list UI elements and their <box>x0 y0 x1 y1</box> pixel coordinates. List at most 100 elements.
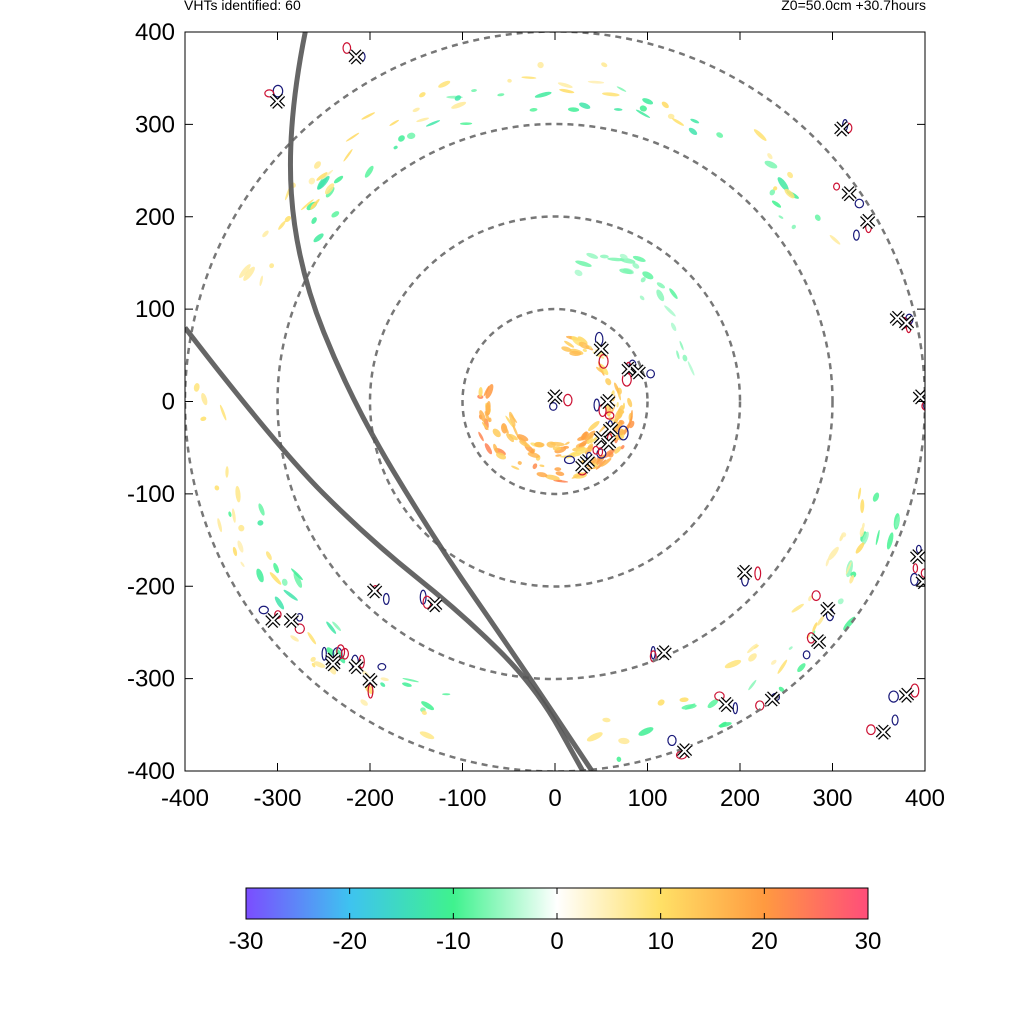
positive-streak <box>619 428 624 436</box>
negative-streak <box>862 531 869 545</box>
vht-marker-stroke <box>601 394 615 409</box>
vorticity-contour <box>340 647 350 660</box>
vht-marker <box>656 645 672 661</box>
positive-streak <box>412 107 420 113</box>
vht-marker-stroke <box>860 214 875 229</box>
vorticity-contour <box>549 402 558 411</box>
vht-marker-stroke <box>326 653 340 667</box>
negative-streak <box>441 693 451 696</box>
positive-streak <box>232 546 238 557</box>
x-tick-label: -400 <box>161 785 209 812</box>
positive-streak <box>421 710 427 715</box>
negative-streak <box>688 127 698 136</box>
negative-streak <box>616 86 627 92</box>
positive-streak <box>485 384 494 399</box>
positive-streak <box>284 215 291 223</box>
negative-streak <box>682 354 688 362</box>
vht-marker <box>601 435 617 451</box>
negative-streak <box>690 118 700 124</box>
positive-streak <box>770 659 777 665</box>
positive-streak <box>539 464 545 468</box>
negative-streak <box>797 663 806 673</box>
negative-streak <box>664 305 676 317</box>
vht-marker-stroke <box>548 390 562 404</box>
vht-marker <box>910 549 925 565</box>
positive-streak <box>554 467 562 471</box>
positive-streak <box>451 101 467 109</box>
vht-marker <box>811 634 827 650</box>
positive-streak <box>536 472 548 478</box>
negative-streak <box>619 253 628 260</box>
vht-marker-stroke <box>657 646 671 660</box>
positive-streak <box>419 92 426 98</box>
vorticity-contour <box>617 425 629 441</box>
positive-streak <box>808 595 812 602</box>
negative-streak <box>638 727 654 736</box>
vorticity-contour <box>667 734 677 747</box>
positive-streak <box>201 392 208 406</box>
positive-streak <box>571 472 586 479</box>
positive-streak <box>419 731 435 740</box>
positive-streak <box>238 524 245 532</box>
negative-streak <box>497 93 505 97</box>
y-tick-label: 400 <box>135 19 175 46</box>
colorbar-tick-label: 10 <box>647 928 674 955</box>
negative-streak <box>425 120 441 127</box>
positive-streak <box>753 129 767 141</box>
vht-marker-stroke <box>913 390 925 404</box>
vorticity-contour <box>910 572 919 586</box>
positive-streak <box>590 457 597 464</box>
vht-marker <box>841 186 857 202</box>
vht-marker-stroke <box>821 602 835 617</box>
negative-streak <box>875 529 880 546</box>
negative-streak <box>764 160 778 169</box>
negative-streak <box>567 107 580 112</box>
negative-streak <box>616 756 622 762</box>
y-tick-label: -400 <box>127 758 175 785</box>
negative-streak <box>837 598 844 605</box>
positive-streak <box>614 408 622 423</box>
positive-streak <box>316 172 328 181</box>
positive-streak <box>214 485 220 491</box>
negative-streak <box>281 578 288 586</box>
positive-streak <box>478 431 484 442</box>
vht-marker-stroke <box>765 692 780 706</box>
x-tick-label: -200 <box>346 785 394 812</box>
vorticity-contour <box>921 401 925 411</box>
positive-streak <box>343 148 353 162</box>
positive-streak <box>360 699 368 706</box>
negative-streak <box>313 233 324 243</box>
positive-streak <box>510 414 518 423</box>
vht-marker <box>898 687 915 703</box>
positive-streak <box>496 452 507 460</box>
vht-marker-stroke <box>266 613 280 628</box>
positive-streak <box>235 485 241 503</box>
vht-marker-stroke <box>890 311 904 326</box>
vht-marker <box>325 656 341 672</box>
vht-marker <box>265 612 281 629</box>
positive-streak <box>481 422 489 431</box>
negative-streak <box>258 503 265 516</box>
negative-streak <box>812 630 816 636</box>
x-tick-label: -300 <box>253 785 301 812</box>
colorbar: -30 -20 -10 0 10 20 30 <box>229 887 881 955</box>
vht-marker-stroke <box>811 634 826 649</box>
positive-streak <box>627 397 633 408</box>
positive-streak <box>265 551 272 561</box>
positive-streak <box>311 662 316 668</box>
positive-streak <box>578 341 590 350</box>
negative-streak <box>393 145 398 150</box>
negative-streak <box>574 269 583 277</box>
vht-marker <box>269 93 286 109</box>
positive-streak <box>595 459 607 470</box>
vht-marker <box>427 597 443 613</box>
vorticity-contour <box>264 89 275 98</box>
vorticity-contour <box>598 354 609 369</box>
negative-streak <box>670 322 677 332</box>
vorticity-contour <box>912 563 919 574</box>
positive-streak <box>534 442 545 448</box>
positive-streak <box>517 461 522 465</box>
negative-streak <box>364 165 374 178</box>
vht-marker <box>325 652 341 668</box>
negative-streak <box>575 260 592 267</box>
